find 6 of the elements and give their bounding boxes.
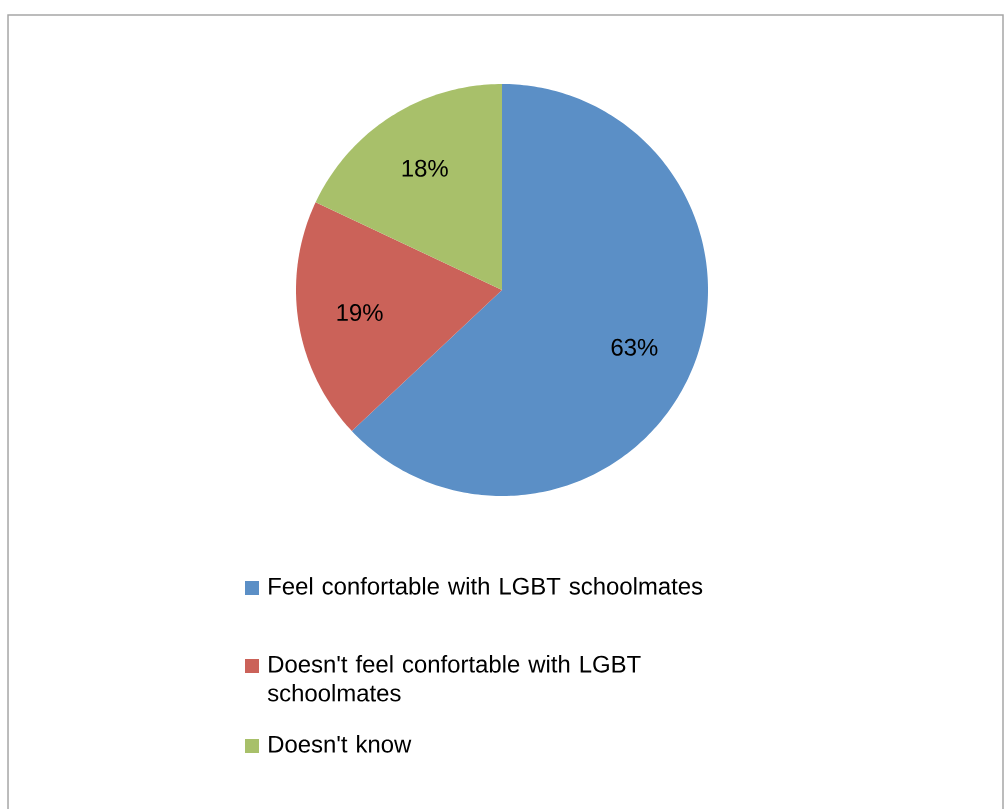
data-label: 63% [611,338,658,356]
legend-label: Doesn't feel confortable with LGBT schoolmates [267,655,641,702]
legend-label: Doesn't know [269,735,412,753]
data-label: 19% [337,304,383,322]
data-label: 18% [402,159,448,177]
legend-label: Feel confortable with LGBT schoolmates [269,577,703,595]
